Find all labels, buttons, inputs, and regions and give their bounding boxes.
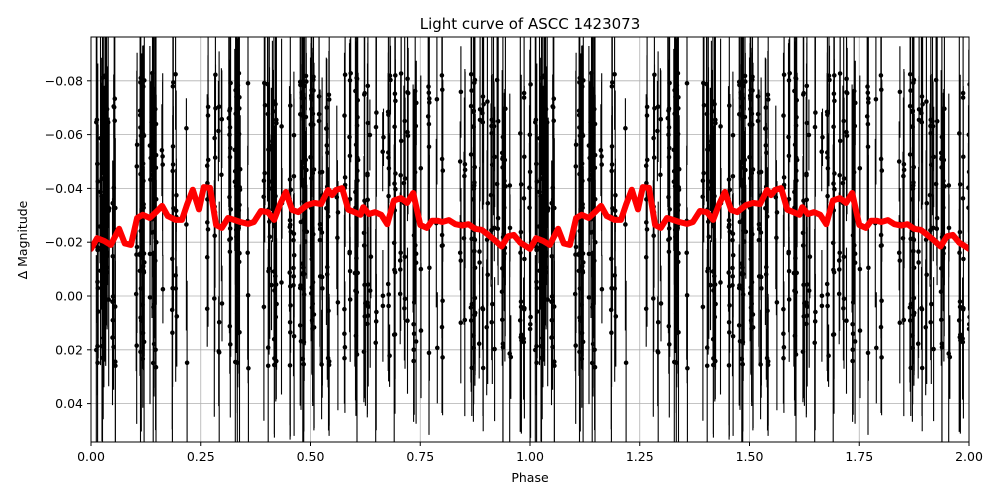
smoothed-curve-line [91,184,969,252]
y-tick-label: −0.06 [45,127,83,142]
y-tick-label: 0.04 [55,396,83,411]
x-tick-label: 2.00 [955,449,983,464]
x-tick-label: 0.50 [297,449,325,464]
y-tick-label: 0.00 [55,289,83,304]
x-tick-label: 0.25 [187,449,215,464]
y-tick-label: −0.02 [45,235,83,250]
x-tick-label: 1.50 [736,449,764,464]
x-axis-label: Phase [511,470,549,485]
y-tick-label: −0.04 [45,181,83,196]
y-tick-label: −0.08 [45,73,83,88]
x-tick-label: 0.75 [406,449,434,464]
x-tick-label: 1.25 [626,449,654,464]
y-axis-ticks: −0.08 −0.06 −0.04 −0.02 0.00 0.02 0.04 [45,73,91,411]
y-axis-label: Δ Magnitude [15,200,30,279]
x-tick-label: 0.00 [77,449,105,464]
x-tick-label: 1.75 [845,449,873,464]
chart-title: Light curve of ASCC 1423073 [420,15,641,33]
y-tick-label: 0.02 [55,342,83,357]
x-axis-ticks: 0.00 0.25 0.50 0.75 1.00 1.25 1.50 1.75 2.00 [77,442,983,464]
x-tick-label: 1.00 [516,449,544,464]
